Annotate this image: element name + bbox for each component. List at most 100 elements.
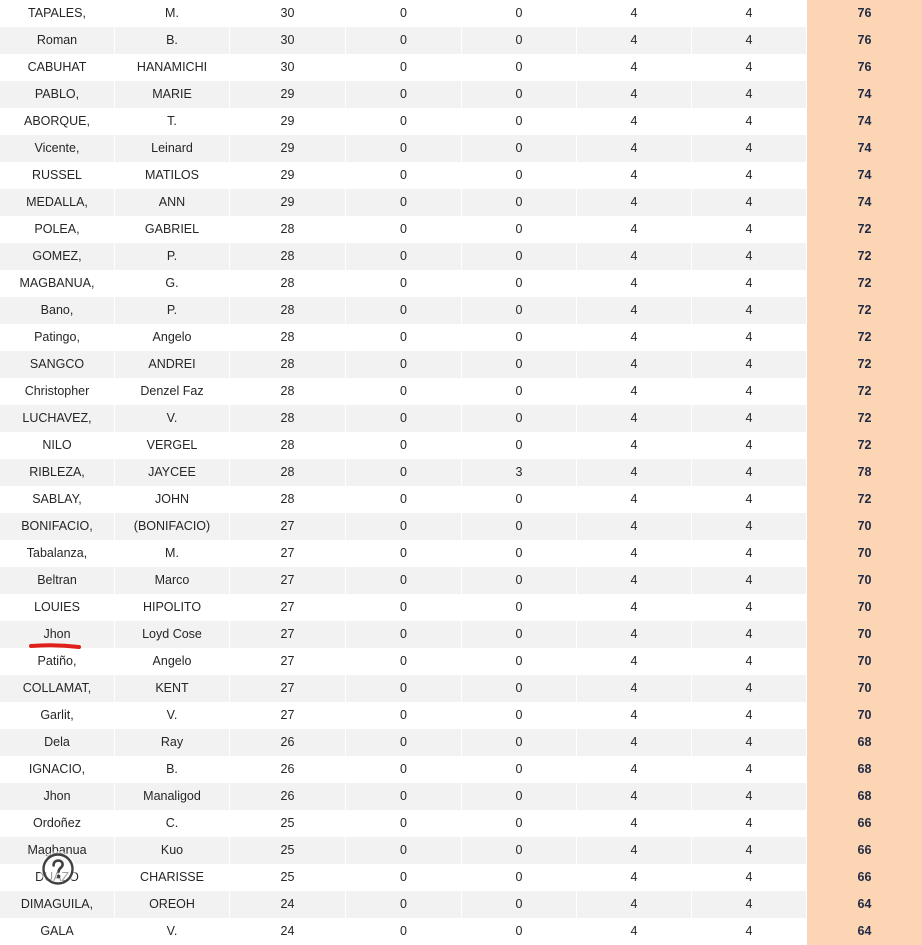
col-6-cell: 4 [577,513,692,540]
total-cell: 66 [807,837,922,864]
col-7-cell: 4 [692,756,807,783]
table-row: RIBLEZA, JAYCEE 28 0 3 4 4 78 [0,459,922,486]
first-name-cell: V. [115,702,230,729]
first-name-cell: M. [115,0,230,27]
col-6-cell: 4 [577,567,692,594]
col-7-cell: 4 [692,81,807,108]
col-4-cell: 0 [346,594,462,621]
col-4-cell: 0 [346,54,462,81]
col-7-cell: 4 [692,729,807,756]
col-6-cell: 4 [577,351,692,378]
col-5-cell: 0 [462,702,577,729]
col-5-cell: 3 [462,459,577,486]
total-cell: 68 [807,783,922,810]
table-row: RUSSEL MATILOS 29 0 0 4 4 74 [0,162,922,189]
score-cell: 29 [230,135,346,162]
col-7-cell: 4 [692,837,807,864]
first-name-cell: ANDREI [115,351,230,378]
col-5-cell: 0 [462,486,577,513]
col-6-cell: 4 [577,621,692,648]
col-6-cell: 4 [577,432,692,459]
col-4-cell: 0 [346,918,462,945]
table-row: Christopher Denzel Faz 28 0 0 4 4 72 [0,378,922,405]
first-name-cell: C. [115,810,230,837]
score-cell: 28 [230,432,346,459]
last-name-cell: Patiño, [0,648,115,675]
score-cell: 28 [230,243,346,270]
col-7-cell: 4 [692,432,807,459]
table-row: COLLAMAT, KENT 27 0 0 4 4 70 [0,675,922,702]
col-6-cell: 4 [577,891,692,918]
col-4-cell: 0 [346,108,462,135]
total-cell: 64 [807,891,922,918]
table-row: ABORQUE, T. 29 0 0 4 4 74 [0,108,922,135]
col-5-cell: 0 [462,243,577,270]
score-cell: 27 [230,594,346,621]
last-name-cell: Magbanua [0,837,115,864]
first-name-cell: Angelo [115,648,230,675]
col-5-cell: 0 [462,837,577,864]
col-5-cell: 0 [462,621,577,648]
table-row: Jhon Manaligod 26 0 0 4 4 68 [0,783,922,810]
score-cell: 26 [230,783,346,810]
last-name-cell: Jhon [0,621,115,648]
last-name-cell: LOUIES [0,594,115,621]
col-6-cell: 4 [577,297,692,324]
col-7-cell: 4 [692,0,807,27]
col-7-cell: 4 [692,567,807,594]
table-row: Bano, P. 28 0 0 4 4 72 [0,297,922,324]
col-6-cell: 4 [577,540,692,567]
col-5-cell: 0 [462,270,577,297]
table-row: LUCHAVEZ, V. 28 0 0 4 4 72 [0,405,922,432]
last-name-cell: SANGCO [0,351,115,378]
table-row: GOMEZ, P. 28 0 0 4 4 72 [0,243,922,270]
last-name-cell: IGNACIO, [0,756,115,783]
col-6-cell: 4 [577,243,692,270]
total-cell: 76 [807,0,922,27]
col-6-cell: 4 [577,702,692,729]
col-5-cell: 0 [462,432,577,459]
total-cell: 74 [807,162,922,189]
col-5-cell: 0 [462,783,577,810]
total-cell: 74 [807,81,922,108]
col-7-cell: 4 [692,162,807,189]
total-cell: 78 [807,459,922,486]
last-name-cell: MAGBANUA, [0,270,115,297]
total-cell: 70 [807,621,922,648]
col-4-cell: 0 [346,540,462,567]
col-7-cell: 4 [692,189,807,216]
col-4-cell: 0 [346,270,462,297]
table-row: DUAZOCHARISSE25004466 [0,864,922,891]
col-5-cell: 0 [462,513,577,540]
last-name-cell: LUCHAVEZ, [0,405,115,432]
col-7-cell: 4 [692,918,807,945]
total-cell: 72 [807,378,922,405]
col-7-cell: 4 [692,135,807,162]
total-cell: 72 [807,486,922,513]
col-5-cell: 0 [462,810,577,837]
score-cell: 24 [230,891,346,918]
col-5-cell: 0 [462,81,577,108]
first-name-cell: (BONIFACIO) [115,513,230,540]
last-name-cell: Ordoñez [0,810,115,837]
col-4-cell: 0 [346,81,462,108]
score-cell: 24 [230,918,346,945]
total-cell: 74 [807,108,922,135]
last-name-cell: GOMEZ, [0,243,115,270]
first-name-cell: MATILOS [115,162,230,189]
first-name-cell: HANAMICHI [115,54,230,81]
col-5-cell: 0 [462,351,577,378]
score-cell: 28 [230,297,346,324]
col-5-cell: 0 [462,27,577,54]
last-name-cell: POLEA, [0,216,115,243]
last-name-cell: RIBLEZA, [0,459,115,486]
last-name-cell: Patingo, [0,324,115,351]
total-cell: 72 [807,405,922,432]
col-4-cell: 0 [346,324,462,351]
total-cell: 74 [807,135,922,162]
col-4-cell: 0 [346,351,462,378]
col-7-cell: 4 [692,459,807,486]
help-button[interactable] [40,851,76,887]
score-cell: 27 [230,675,346,702]
col-5-cell: 0 [462,540,577,567]
